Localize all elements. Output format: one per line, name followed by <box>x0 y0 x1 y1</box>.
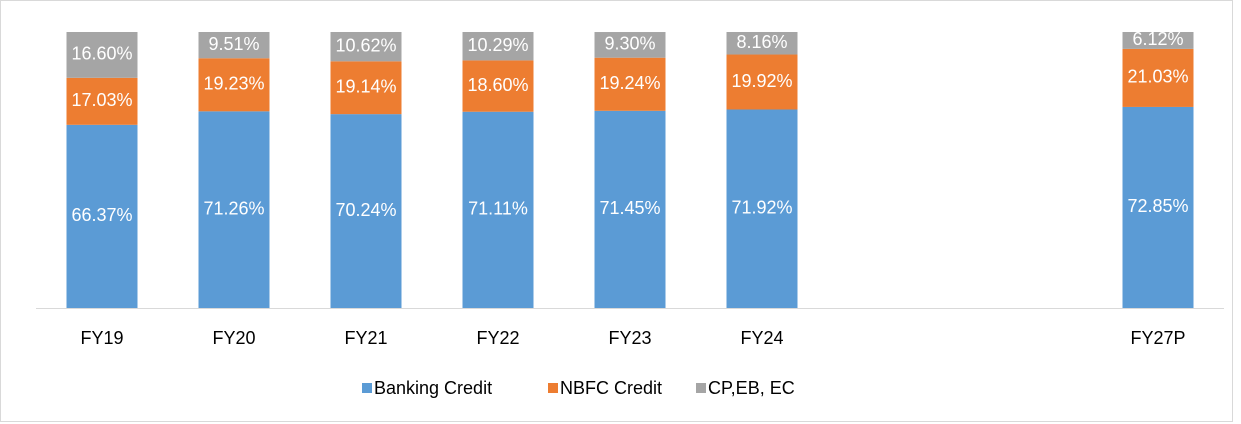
value-label: 19.14% <box>335 76 396 96</box>
bar-segment <box>594 57 666 111</box>
legend-swatch <box>548 383 558 393</box>
legend-label: Banking Credit <box>374 378 492 398</box>
x-tick-label: FY27P <box>1130 328 1185 348</box>
bar-segment <box>594 32 666 58</box>
value-label: 72.85% <box>1127 196 1188 216</box>
legend-swatch <box>696 383 706 393</box>
value-label: 9.30% <box>604 34 655 54</box>
value-label: 10.62% <box>335 35 396 55</box>
value-label: 70.24% <box>335 200 396 220</box>
bar-segment <box>198 111 270 308</box>
x-tick-label: FY19 <box>80 328 123 348</box>
bar-segment <box>198 58 270 112</box>
bar-segment <box>330 114 402 308</box>
bar-segment <box>330 61 402 115</box>
bar-segment <box>726 54 798 110</box>
bar-segment <box>1122 48 1194 107</box>
value-label: 19.92% <box>731 71 792 91</box>
value-label: 71.26% <box>203 198 264 218</box>
value-label: 19.23% <box>203 74 264 94</box>
bar-segment <box>330 32 402 62</box>
bar-segment <box>462 111 534 309</box>
bar-segment <box>66 32 138 78</box>
x-tick-label: FY22 <box>476 328 519 348</box>
value-label: 66.37% <box>71 205 132 225</box>
value-label: 10.29% <box>467 35 528 55</box>
bar-segment <box>1122 106 1194 309</box>
value-label: 17.03% <box>71 90 132 110</box>
x-tick-label: FY23 <box>608 328 651 348</box>
value-label: 21.03% <box>1127 67 1188 87</box>
bar-segment <box>66 124 138 308</box>
legend-swatch <box>362 383 372 393</box>
value-label: 9.51% <box>208 34 259 54</box>
legend-label: NBFC Credit <box>560 378 662 398</box>
value-label: 71.45% <box>599 198 660 218</box>
bar-segment <box>594 110 666 308</box>
x-tick-label: FY20 <box>212 328 255 348</box>
value-label: 8.16% <box>736 32 787 52</box>
x-tick-label: FY21 <box>344 328 387 348</box>
value-label: 16.60% <box>71 44 132 64</box>
value-label: 18.60% <box>467 75 528 95</box>
x-tick-label: FY24 <box>740 328 783 348</box>
bar-segment <box>726 109 798 309</box>
bar-segment <box>1122 32 1194 49</box>
bar-segment <box>726 32 798 55</box>
value-label: 71.92% <box>731 198 792 218</box>
bar-segment <box>462 32 534 61</box>
value-label: 19.24% <box>599 73 660 93</box>
value-label: 6.12% <box>1132 29 1183 49</box>
bar-segment <box>66 77 138 125</box>
bar-segment <box>462 60 534 112</box>
bar-segment <box>198 32 270 59</box>
legend-label: CP,EB, EC <box>708 378 795 398</box>
value-label: 71.11% <box>468 199 528 219</box>
